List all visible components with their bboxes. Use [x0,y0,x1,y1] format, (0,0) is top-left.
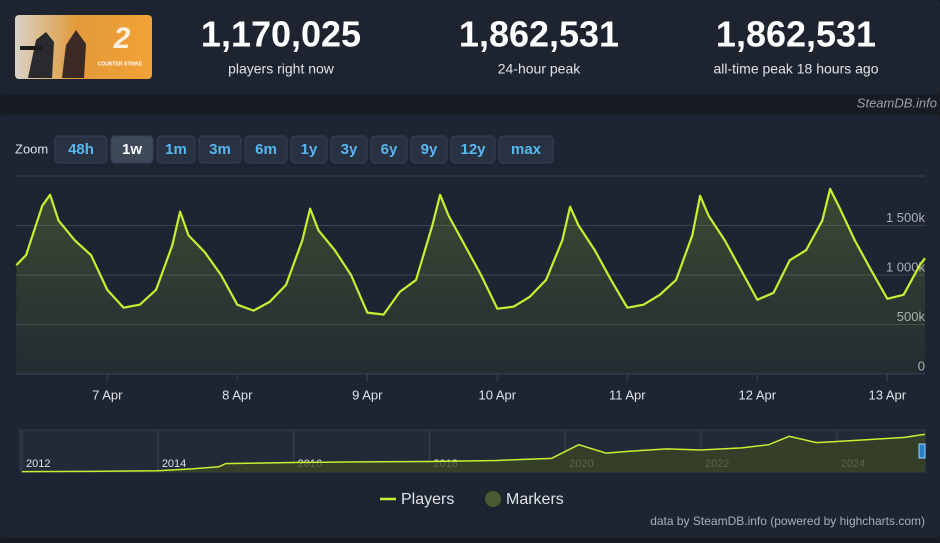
legend-label[interactable]: Markers [506,491,564,508]
navigator-area [22,434,926,472]
zoom-label: Zoom [15,141,48,156]
zoom-button[interactable] [330,135,368,164]
zoom-button-label[interactable]: max [511,141,542,158]
stat-value: 1,862,531 [716,14,876,55]
logo-number: 2 [113,22,131,55]
credits: data by SteamDB.info (powered by highcha… [650,514,925,528]
x-tick-label: 12 Apr [739,387,777,402]
navigator-tick-label: 2014 [162,458,186,470]
stat-label: all-time peak 18 hours ago [714,61,879,77]
zoom-button-label[interactable]: 1w [122,141,142,158]
navigator: 2012201420162018202020222024 [19,429,926,473]
zoom-button-label[interactable]: 6m [255,141,277,158]
zoom-button[interactable] [198,135,242,164]
legend-label[interactable]: Players [401,491,454,508]
source-label: SteamDB.info [857,95,937,110]
zoom-button[interactable] [54,135,108,164]
x-tick-label: 11 Apr [609,387,646,402]
logo-text: COUNTER STRIKE [98,61,143,67]
zoom-button-label[interactable]: 3m [209,141,231,158]
series-area [16,188,926,374]
zoom-buttons: 48h 1w 1m 3m 6m 1y 3y 6y 9y 12y max [54,135,554,164]
y-tick-label: 1 500k [886,210,926,225]
legend: Players Markers [380,491,564,508]
zoom-button-label[interactable]: 9y [421,141,438,158]
stat-label: players right now [228,61,335,77]
game-logo: 2 COUNTER STRIKE [15,15,152,79]
stat-value: 1,862,531 [459,14,619,55]
legend-marker[interactable] [485,491,501,507]
zoom-button[interactable] [244,135,288,164]
zoom-button[interactable] [410,135,448,164]
zoom-button[interactable] [290,135,328,164]
stat-label: 24-hour peak [498,61,582,77]
navigator-handle[interactable] [918,443,926,459]
navigator-tick-label: 2012 [26,458,50,470]
zoom-button-label[interactable]: 12y [460,141,486,158]
x-tick-label: 7 Apr [92,387,123,402]
zoom-button[interactable] [156,135,196,164]
zoom-button[interactable] [498,135,554,164]
zoom-button[interactable] [450,135,496,164]
zoom-button[interactable] [370,135,408,164]
x-tick-label: 13 Apr [869,387,907,402]
stat-value: 1,170,025 [201,14,361,55]
zoom-button-label[interactable]: 6y [381,141,398,158]
navigator-line [22,433,926,473]
stats-panel [0,0,940,95]
x-tick-label: 9 Apr [352,387,383,402]
zoom-button-label[interactable]: 3y [341,141,358,158]
zoom-button-label[interactable]: 48h [68,141,94,158]
zoom-button-label[interactable]: 1m [165,141,187,158]
x-tick-label: 10 Apr [479,387,517,402]
series-line [15,187,926,316]
zoom-button-label[interactable]: 1y [301,141,318,158]
x-tick-label: 8 Apr [222,387,253,402]
zoom-button[interactable] [110,135,154,164]
